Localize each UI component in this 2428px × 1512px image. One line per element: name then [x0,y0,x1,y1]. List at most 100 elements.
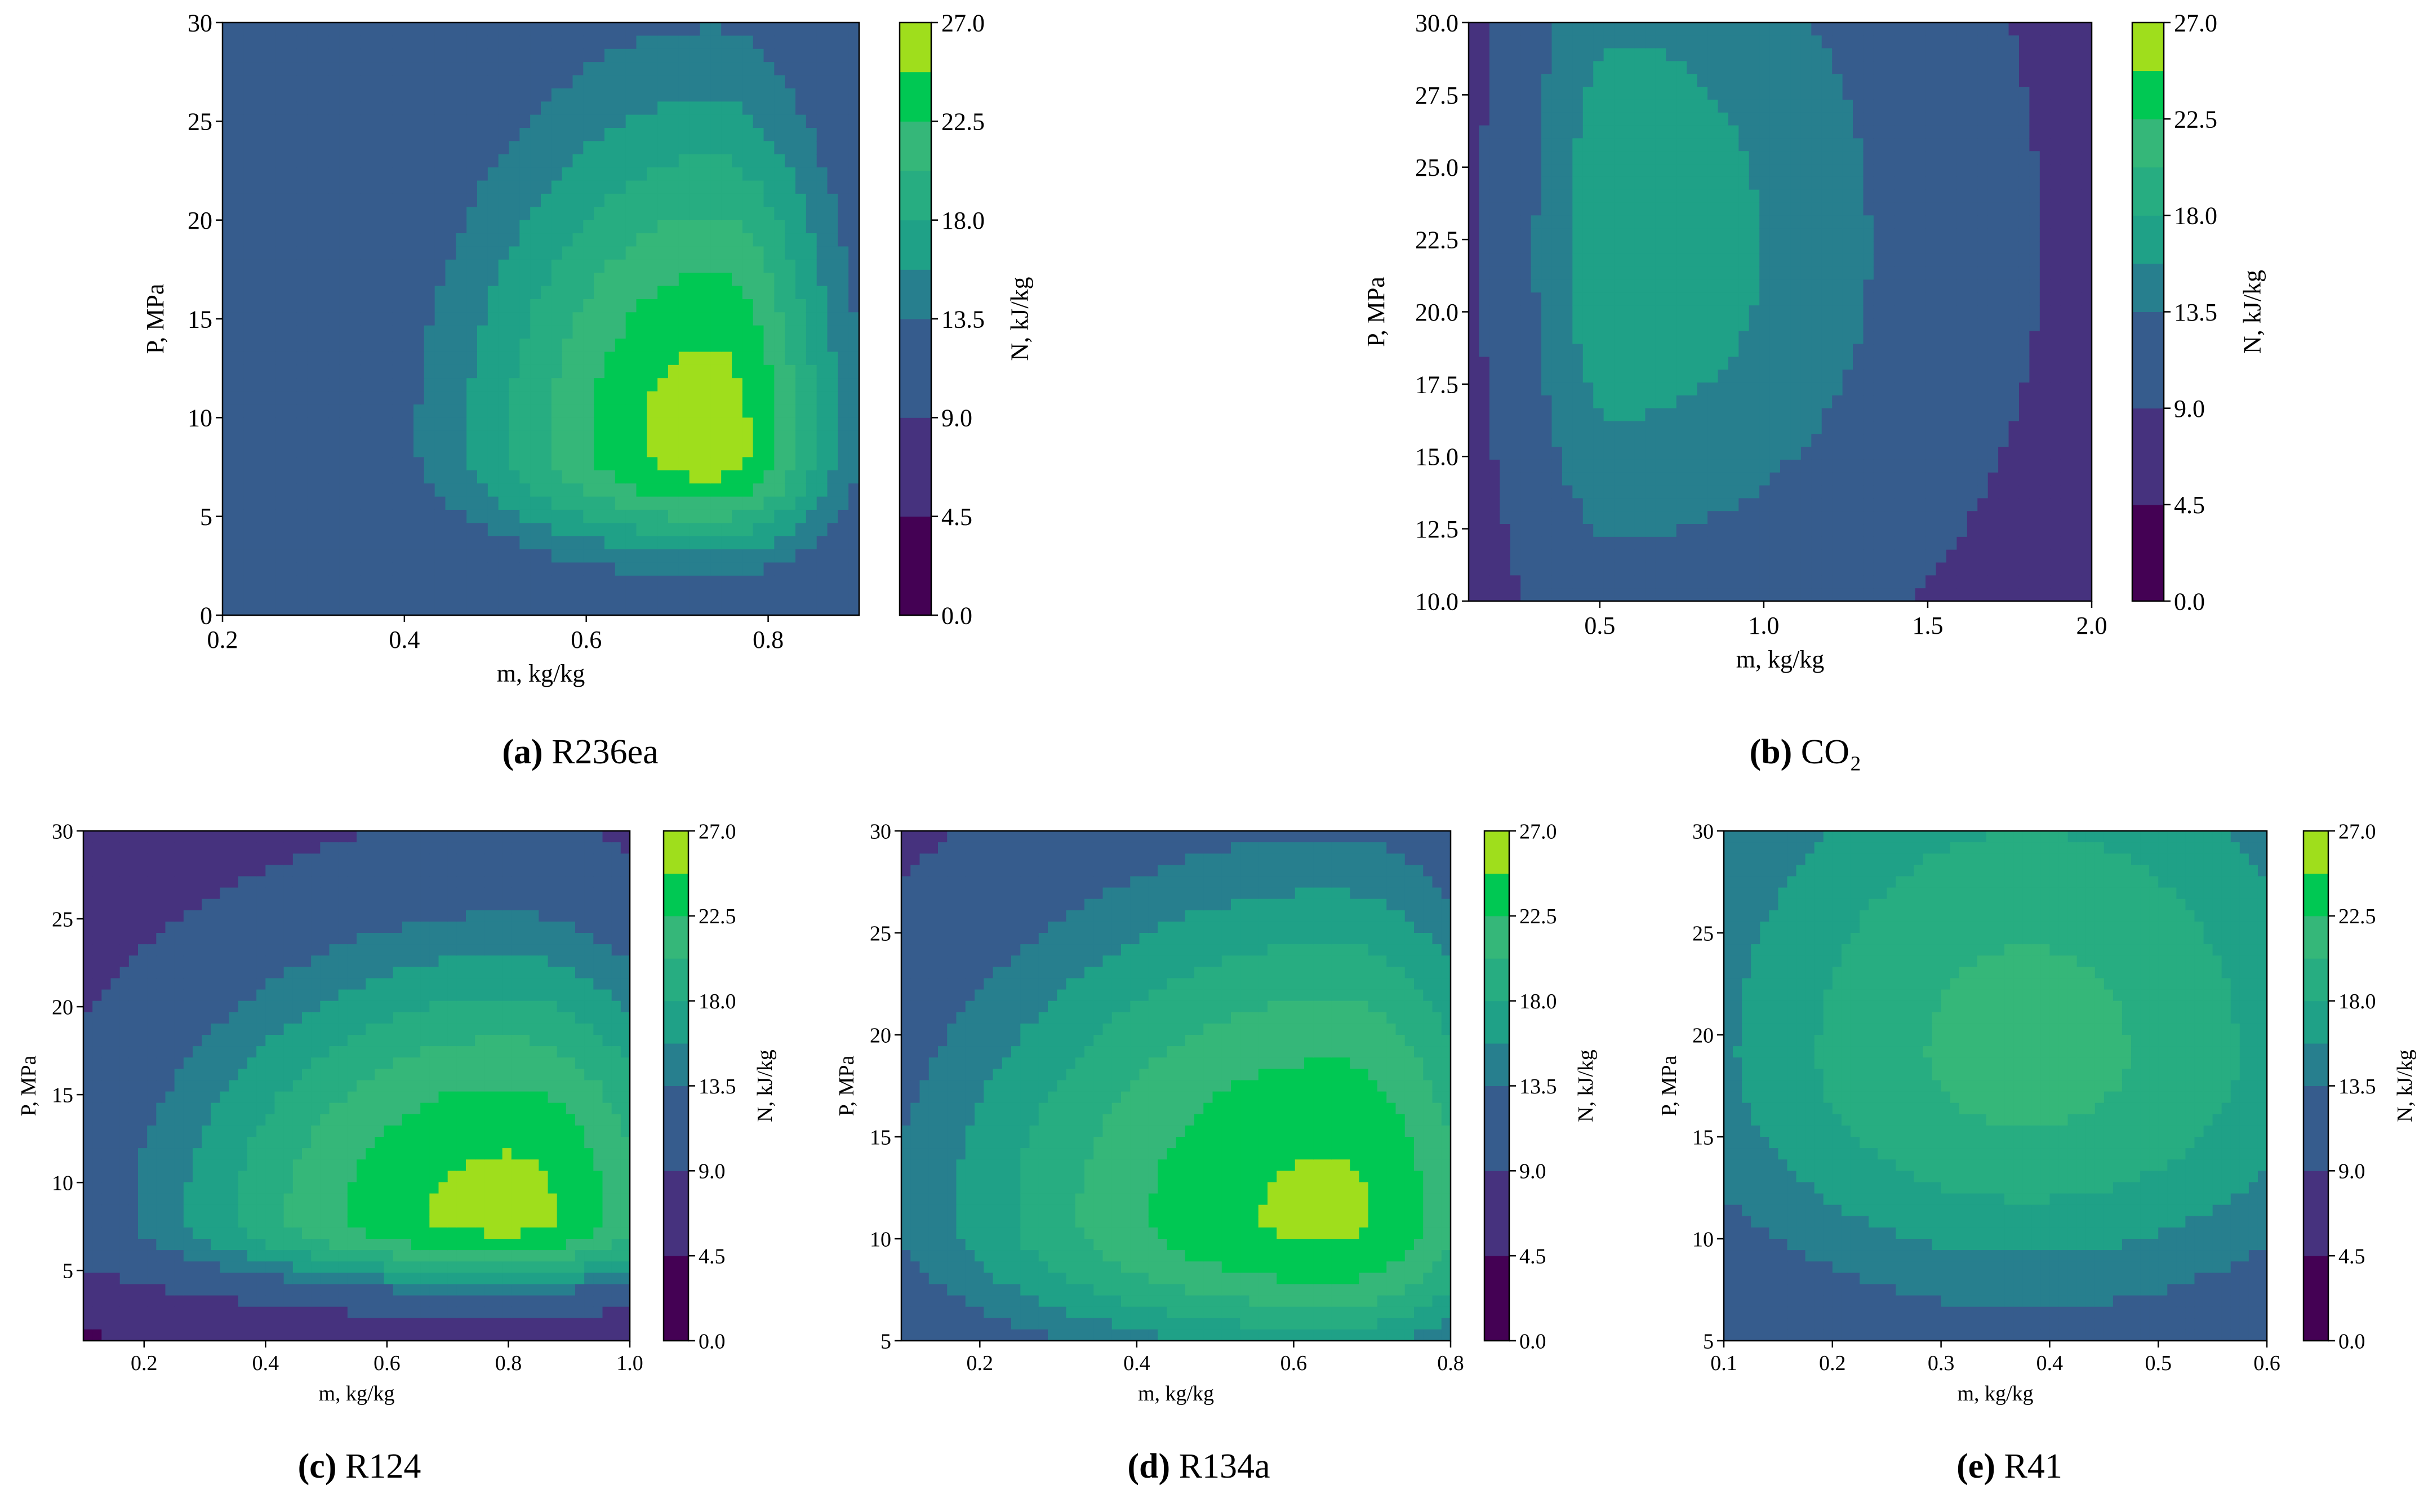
contour-cell [1645,125,1656,139]
contour-cell [541,536,552,550]
contour-cell [1624,48,1635,62]
contour-cell [1769,48,1781,62]
contour-cell [1634,549,1646,563]
contour-cell [615,430,626,444]
contour-cell [328,509,340,524]
contour-cell [604,444,616,458]
contour-cell [1489,421,1501,435]
contour-cell [572,75,584,89]
contour-cell [519,154,531,168]
contour-cell [360,496,372,510]
contour-cell [1873,511,1885,524]
contour-cell [1811,138,1822,152]
contour-cell [1718,279,1729,293]
contour-cell [1894,292,1905,306]
contour-cell [1614,447,1625,460]
contour-cell [413,180,425,194]
contour-cell [328,154,340,168]
contour-cell [1946,318,1958,332]
contour-cell [594,114,605,128]
contour-cell [1531,434,1542,447]
contour-cell [1593,524,1604,537]
contour-cell [657,470,669,484]
contour-cell [1655,331,1667,345]
contour-cell [721,509,732,524]
contour-cell [1645,74,1656,87]
contour-cell [668,457,679,471]
contour-cell [254,470,266,484]
contour-cell [1925,35,1937,49]
contour-cell [1624,357,1635,370]
contour-cell [509,23,521,37]
contour-cell [328,391,340,405]
contour-cell [1977,472,1989,486]
contour-cell [1469,408,1480,422]
contour-cell [1769,562,1781,576]
contour-cell [1863,48,1874,62]
contour-cell [223,339,234,353]
contour-cell [1728,202,1740,216]
contour-cell [392,364,403,379]
contour-cell [1500,459,1511,473]
contour-cell [254,62,266,76]
contour-cell [360,602,372,616]
contour-cell [360,549,372,563]
contour-cell [594,220,605,234]
contour-cell [1572,87,1584,100]
contour-cell [1697,549,1708,563]
contour-cell [1593,279,1604,293]
contour-cell [795,496,807,510]
contour-cell [1759,125,1771,139]
contour-cell [657,101,669,115]
contour-cell [233,246,244,260]
contour-cell [1645,421,1656,435]
contour-cell [1593,266,1604,281]
contour-cell [1531,370,1542,383]
contour-cell [1572,434,1584,447]
contour-cell [350,325,361,339]
contour-cell [318,35,330,50]
contour-cell [243,207,255,221]
contour-cell [1790,447,1802,460]
contour-cell [774,88,785,103]
contour-cell [732,496,743,510]
contour-cell [360,62,372,76]
contour-cell [1977,202,1989,216]
contour-cell [1769,575,1781,589]
contour-cell [1582,524,1594,537]
contour-cell [795,457,807,471]
contour-cell [1780,370,1791,383]
contour-cell [827,417,839,432]
contour-cell [1562,99,1573,113]
contour-cell [1572,292,1584,306]
contour-cell [1977,112,1989,126]
contour-cell [1956,434,1968,447]
colorbar-tick-label: 4.5 [941,503,972,531]
contour-cell [594,523,605,537]
contour-cell [678,141,690,155]
contour-cell [1946,331,1958,345]
contour-cell [286,430,297,444]
contour-cell [307,325,319,339]
contour-cell [1853,562,1864,576]
contour-cell [519,352,531,366]
contour-cell [328,602,340,616]
contour-cell [615,299,626,313]
contour-cell [1614,35,1625,49]
contour-cell [456,48,467,63]
contour-cell [1884,370,1895,383]
contour-cell [296,470,308,484]
contour-cell [1666,266,1677,281]
contour-cell [572,312,584,326]
contour-cell [678,23,690,37]
contour-cell [233,75,244,89]
contour-cell [774,286,785,300]
contour-cell [1666,48,1677,62]
contour-cell [1520,472,1532,486]
contour-cell [625,88,637,103]
contour-cell [668,193,679,208]
contour-cell [1873,318,1885,332]
contour-cell [1821,215,1833,229]
contour-cell [477,167,488,181]
contour-cell [296,62,308,76]
